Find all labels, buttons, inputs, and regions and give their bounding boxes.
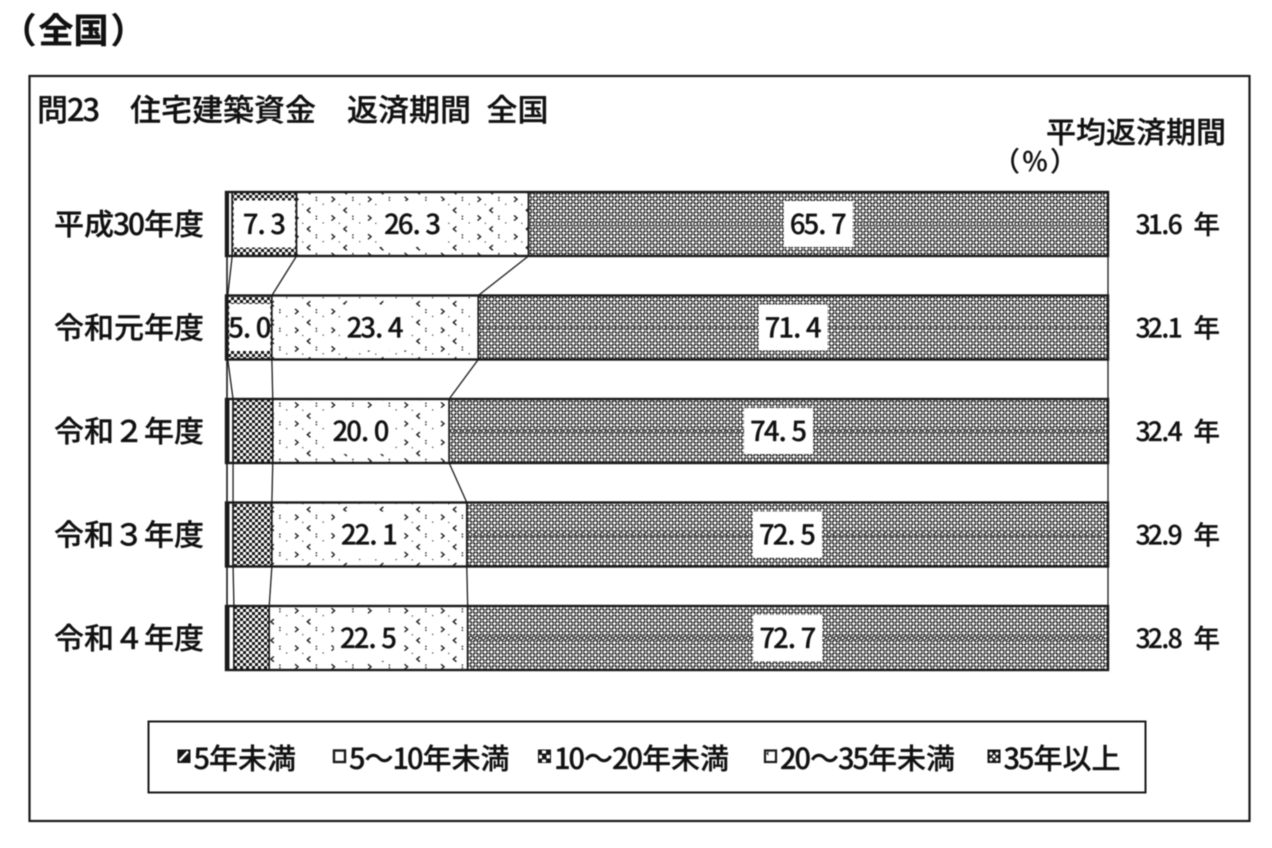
legend-swatch-cell bbox=[995, 757, 999, 762]
bar-segment-checkerboard bbox=[232, 501, 273, 568]
category-label-glyphs bbox=[55, 209, 204, 238]
value-label-box bbox=[229, 304, 271, 351]
bar-outline bbox=[224, 397, 1110, 465]
legend-item bbox=[177, 744, 296, 772]
bar-row bbox=[224, 190, 1110, 258]
avg-value-glyphs bbox=[1136, 211, 1219, 237]
legend-swatch-cell bbox=[542, 750, 546, 754]
category-label-glyphs bbox=[54, 312, 204, 342]
legend-swatch-cell bbox=[546, 755, 550, 759]
right-axis-title-glyphs bbox=[1047, 117, 1224, 146]
series-connector-line bbox=[227, 359, 234, 400]
bar-outline bbox=[224, 190, 1110, 258]
legend-label-glyphs bbox=[1004, 744, 1120, 772]
series-connector-line bbox=[271, 462, 274, 503]
series-connector-line bbox=[448, 462, 468, 503]
legend-swatch-speckle bbox=[763, 749, 778, 764]
value-label-box bbox=[334, 511, 404, 558]
bar-outline bbox=[224, 294, 1110, 361]
legend-swatch-mark bbox=[178, 750, 189, 762]
bar-segment-checkerboard bbox=[232, 398, 274, 464]
legend-swatch-cell bbox=[542, 759, 546, 763]
series-connector-line bbox=[271, 359, 274, 400]
legend-item bbox=[538, 744, 729, 772]
legend-item bbox=[332, 744, 509, 772]
legend-swatch-white bbox=[332, 749, 347, 764]
series-connector-line bbox=[268, 566, 273, 607]
series-connector-line bbox=[271, 255, 298, 296]
legend-swatch-cell bbox=[989, 751, 993, 756]
legend-label-glyphs bbox=[780, 744, 955, 772]
avg-value-glyphs bbox=[1136, 418, 1219, 444]
legend-label-glyphs bbox=[556, 744, 729, 772]
ring-band bbox=[449, 428, 1104, 434]
figure-title-glyphs bbox=[39, 94, 547, 125]
bar-outline bbox=[224, 604, 1110, 672]
bar-row bbox=[224, 501, 1110, 568]
legend-swatch-cell bbox=[995, 751, 999, 756]
legend-swatch-mark bbox=[766, 751, 769, 756]
category-label-glyphs bbox=[54, 416, 204, 445]
value-label-box bbox=[326, 408, 396, 454]
avg-value-glyphs bbox=[1136, 625, 1219, 651]
value-label-box bbox=[753, 615, 823, 661]
chart-paint-root bbox=[24, 12, 1251, 823]
percent-unit-label-glyphs bbox=[1011, 147, 1059, 174]
series-connector-line bbox=[232, 566, 235, 607]
value-label-box bbox=[233, 200, 296, 248]
bar-row bbox=[224, 294, 1110, 361]
category-label-glyphs bbox=[54, 519, 204, 549]
series-connector-line bbox=[448, 359, 479, 400]
legend-item bbox=[987, 744, 1120, 772]
legend-box bbox=[147, 720, 1147, 794]
series-connector-line bbox=[227, 255, 233, 296]
bar-row bbox=[224, 397, 1110, 465]
region-heading-glyphs bbox=[24, 12, 123, 47]
category-label-glyphs bbox=[54, 623, 204, 652]
figure-border bbox=[28, 74, 1251, 823]
legend-swatch-checkerboard bbox=[538, 749, 551, 763]
bar-outline bbox=[224, 501, 1110, 568]
series-connector-line bbox=[477, 255, 529, 297]
legend-label-glyphs bbox=[349, 744, 509, 772]
avg-value-glyphs bbox=[1136, 521, 1219, 547]
series-connector-line bbox=[466, 566, 469, 607]
legend-swatch-cell bbox=[989, 757, 993, 762]
legend-swatch-cell bbox=[539, 755, 542, 759]
legend-label-glyphs bbox=[194, 744, 296, 772]
bar-segment-checkerboard bbox=[233, 605, 271, 671]
legend-swatch-cell bbox=[992, 754, 996, 759]
avg-value-glyphs bbox=[1136, 314, 1219, 340]
legend-item bbox=[763, 744, 955, 772]
bar-row bbox=[224, 604, 1110, 672]
